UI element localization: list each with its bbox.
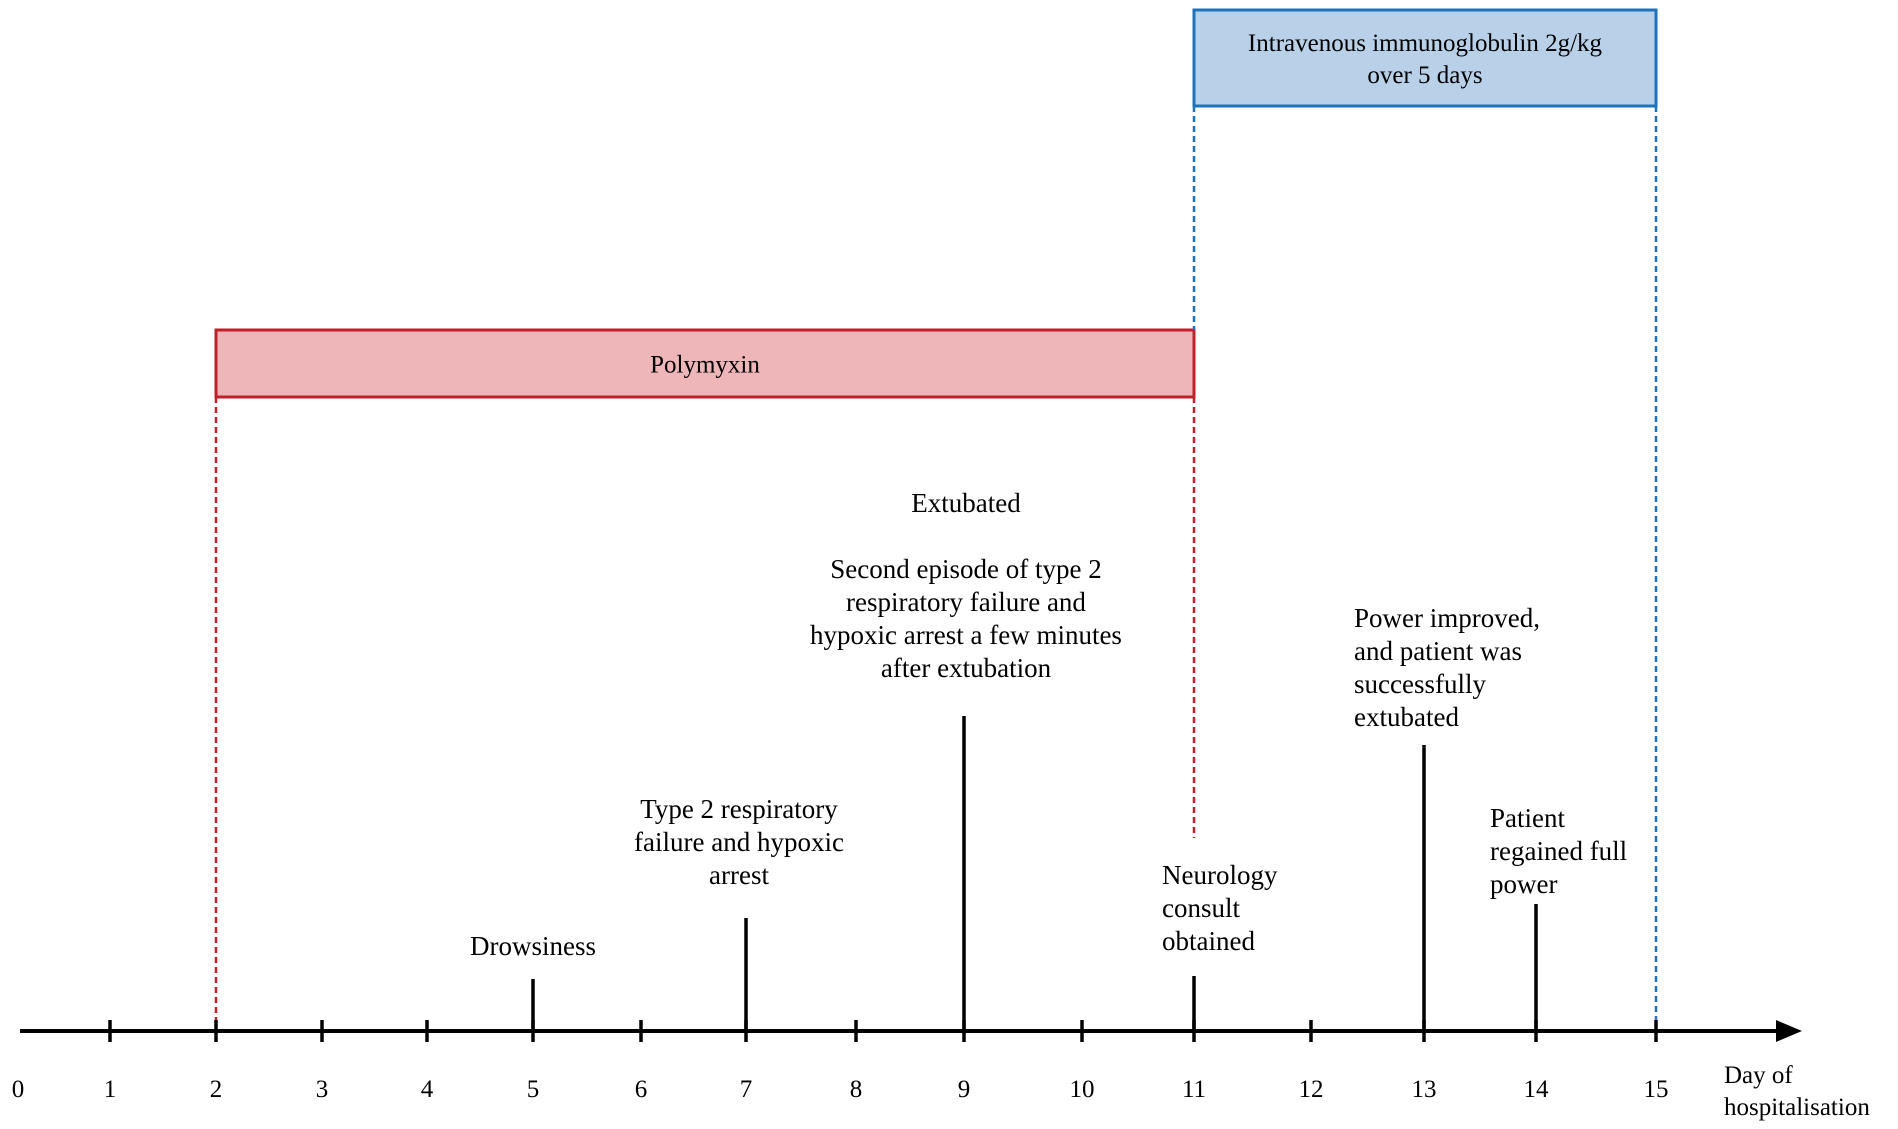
event-label-day-11: Neurology consult obtained: [1162, 860, 1278, 956]
axis-tick-label-2: 2: [210, 1076, 223, 1103]
axis-title-line: hospitalisation: [1724, 1094, 1870, 1121]
event-label-day-14: Patient regained full power: [1490, 803, 1627, 899]
event-label-line: consult: [1162, 893, 1240, 923]
ivig-label: Intravenous immunoglobulin 2g/kg over 5 d…: [1248, 30, 1603, 89]
event-label-line: regained full: [1490, 836, 1627, 866]
event-label-line: respiratory failure and: [846, 587, 1086, 617]
axis-tick-label-12: 12: [1299, 1076, 1324, 1103]
event-label-day-5: Drowsiness: [470, 931, 596, 961]
event-label-day-9: Extubated Second episode of type 2 respir…: [810, 488, 1122, 683]
axis-tick-label-15: 15: [1644, 1076, 1669, 1103]
axis-tick-label-5: 5: [527, 1076, 540, 1103]
axis-tick-label-6: 6: [635, 1076, 648, 1103]
event-label-line: Neurology: [1162, 860, 1278, 890]
polymyxin-bar: [214, 328, 1196, 399]
axis-tick-label-0: 0: [12, 1076, 25, 1103]
event-label-line: successfully: [1354, 669, 1486, 699]
axis-tick-label-3: 3: [316, 1076, 329, 1103]
axis-tick-label-13: 13: [1412, 1076, 1437, 1103]
axis-tick-label-14: 14: [1524, 1076, 1550, 1103]
polymyxin-label-line: Polymyxin: [650, 352, 760, 379]
event-label-line: Type 2 respiratory: [640, 794, 838, 824]
polymyxin-label: Polymyxin: [650, 352, 760, 379]
axis-tick-label-11: 11: [1182, 1076, 1206, 1103]
axis-tick-label-8: 8: [850, 1076, 863, 1103]
event-label-line: after extubation: [881, 653, 1052, 683]
treatment-bars: Polymyxin Intravenous immunoglobulin 2g/k…: [214, 8, 1658, 1031]
event-label-line: [963, 521, 970, 551]
event-label-line: Power improved,: [1354, 603, 1540, 633]
axis-title: Day of hospitalisation: [1724, 1062, 1870, 1121]
event-label-line: Second episode of type 2: [830, 554, 1101, 584]
event-label-line: extubated: [1354, 702, 1459, 732]
event-label-line: Extubated: [911, 488, 1021, 518]
event-label-line: obtained: [1162, 926, 1255, 956]
event-label-line: Patient: [1490, 803, 1565, 833]
event-label-line: arrest: [709, 860, 769, 890]
event-label-line: and patient was: [1354, 636, 1522, 666]
ivig-label-line: Intravenous immunoglobulin 2g/kg: [1248, 30, 1603, 57]
axis-tick-label-7: 7: [740, 1076, 753, 1103]
event-label-line: hypoxic arrest a few minutes: [810, 620, 1122, 650]
axis-tick-label-1: 1: [104, 1076, 117, 1103]
axis-tick-label-9: 9: [958, 1076, 971, 1103]
timeline-events: Drowsiness Type 2 respiratory failure and …: [470, 488, 1627, 1031]
event-label-day-13: Power improved, and patient was successful…: [1354, 603, 1540, 732]
axis-arrowhead: [1776, 1020, 1802, 1042]
ivig-bar: [1192, 8, 1658, 108]
event-label-line: failure and hypoxic: [634, 827, 844, 857]
ivig-label-line: over 5 days: [1367, 62, 1482, 89]
axis-tick-label-4: 4: [421, 1076, 434, 1103]
event-label-line: Drowsiness: [470, 931, 596, 961]
event-label-line: power: [1490, 869, 1557, 899]
axis-title-line: Day of: [1724, 1062, 1793, 1089]
axis-tick-label-10: 10: [1070, 1076, 1095, 1103]
event-label-day-7: Type 2 respiratory failure and hypoxic arr…: [634, 794, 844, 890]
